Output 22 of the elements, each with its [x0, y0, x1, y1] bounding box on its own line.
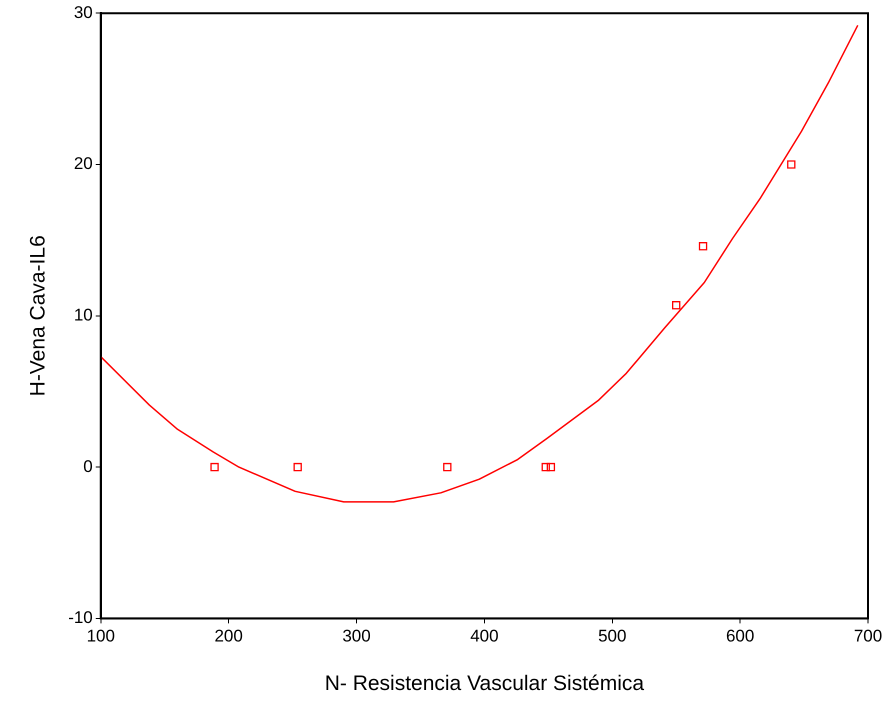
- y-tick-label: 10: [74, 305, 93, 324]
- x-tick-label: 200: [214, 626, 243, 646]
- y-tick-label: 0: [83, 456, 93, 476]
- point: [787, 160, 796, 169]
- x-tick-label: 100: [86, 626, 115, 646]
- point: [698, 242, 708, 250]
- x-tick-label: 300: [342, 626, 371, 646]
- y-tick-label: -10: [68, 608, 93, 628]
- x-tick-label: 500: [598, 626, 626, 646]
- x-tick-label: 600: [726, 626, 754, 646]
- x-axis-title: N- Resistencia Vascular Sistémica: [324, 672, 644, 696]
- point: [443, 462, 452, 472]
- point: [672, 301, 680, 310]
- x-tick-label: 400: [470, 626, 499, 646]
- point: [294, 462, 302, 472]
- y-axis-title: H-Vena Cava-IL6: [26, 235, 50, 396]
- y-tick-label: 20: [74, 154, 93, 174]
- point: [542, 462, 550, 472]
- x-tick-label: 700: [854, 626, 882, 646]
- point: [546, 462, 556, 472]
- y-tick-label: 30: [74, 2, 93, 22]
- point: [210, 462, 219, 472]
